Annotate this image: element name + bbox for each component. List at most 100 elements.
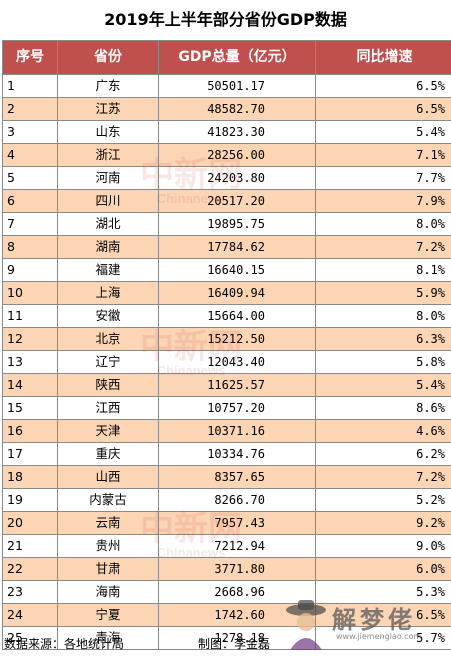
table-row: 6 四川 20517.20 7.9% (2, 189, 451, 213)
site-logo: 解梦佬 www.jiemenglao.com (282, 596, 450, 652)
table-row: 12 北京 15212.50 6.3% (2, 327, 451, 351)
cell-rank: 8 (2, 235, 58, 259)
table-body: 1 广东 50501.17 6.5% 2 江苏 48582.70 6.5% 3 山东 41823.3… (2, 74, 451, 650)
cell-province: 湖南 (57, 235, 159, 259)
cell-province: 浙江 (57, 143, 159, 167)
cell-province: 重庆 (57, 442, 159, 466)
cell-growth: 6.5% (315, 97, 451, 121)
cell-growth: 5.7% (315, 626, 451, 650)
table-row: 22 甘肃 3771.80 6.0% (2, 557, 451, 581)
table-row: 15 江西 10757.20 8.6% (2, 396, 451, 420)
cell-province: 四川 (57, 189, 159, 213)
cell-rank: 24 (2, 603, 58, 627)
header-rank: 序号 (2, 40, 58, 75)
cell-province: 江苏 (57, 97, 159, 121)
cell-rank: 11 (2, 304, 58, 328)
cell-province: 青海 (57, 626, 159, 650)
cell-gdp: 3771.80 (158, 557, 316, 581)
site-logo-url: www.jiemenglao.com (336, 632, 422, 641)
cell-gdp: 15212.50 (158, 327, 316, 351)
cell-growth: 7.1% (315, 143, 451, 167)
cell-rank: 18 (2, 465, 58, 489)
header-province: 省份 (57, 40, 159, 75)
cell-gdp: 7957.43 (158, 511, 316, 535)
cell-growth: 6.3% (315, 327, 451, 351)
cell-province: 陕西 (57, 373, 159, 397)
cell-gdp: 1742.60 (158, 603, 316, 627)
cell-growth: 7.2% (315, 235, 451, 259)
header-growth: 同比增速 (315, 40, 451, 75)
table-row: 3 山东 41823.30 5.4% (2, 120, 451, 144)
cell-province: 江西 (57, 396, 159, 420)
table-row: 23 海南 2668.96 5.3% (2, 580, 451, 604)
cell-province: 广东 (57, 74, 159, 98)
cell-rank: 21 (2, 534, 58, 558)
cell-rank: 4 (2, 143, 58, 167)
chart-author: 制图：李金磊 (198, 637, 271, 651)
cell-growth: 8.0% (315, 212, 451, 236)
cell-growth: 6.0% (315, 557, 451, 581)
cell-growth: 6.5% (315, 74, 451, 98)
cell-province: 海南 (57, 580, 159, 604)
cell-province: 宁夏 (57, 603, 159, 627)
gdp-table: 序号 省份 GDP总量（亿元） 同比增速 1 广东 50501.17 6.5% 2 江苏 4… (2, 40, 451, 650)
cell-province: 福建 (57, 258, 159, 282)
cell-gdp: 12043.40 (158, 350, 316, 374)
cell-rank: 1 (2, 74, 58, 98)
cell-gdp: 41823.30 (158, 120, 316, 144)
cell-rank: 23 (2, 580, 58, 604)
cell-gdp: 48582.70 (158, 97, 316, 121)
cell-rank: 20 (2, 511, 58, 535)
cell-rank: 17 (2, 442, 58, 466)
cell-province: 上海 (57, 281, 159, 305)
cell-growth: 5.9% (315, 281, 451, 305)
table-row: 7 湖北 19895.75 8.0% (2, 212, 451, 236)
cell-gdp: 20517.20 (158, 189, 316, 213)
cell-gdp: 19895.75 (158, 212, 316, 236)
cell-rank: 13 (2, 350, 58, 374)
site-logo-text: 解梦佬 (332, 606, 416, 634)
cell-gdp: 10334.76 (158, 442, 316, 466)
table-row: 10 上海 16409.94 5.9% (2, 281, 451, 305)
fortune-teller-icon (286, 600, 326, 650)
cell-growth: 5.3% (315, 580, 451, 604)
cell-province: 山西 (57, 465, 159, 489)
table-row: 19 内蒙古 8266.70 5.2% (2, 488, 451, 512)
cell-rank: 22 (2, 557, 58, 581)
cell-gdp: 8357.65 (158, 465, 316, 489)
cell-growth: 7.9% (315, 189, 451, 213)
cell-rank: 3 (2, 120, 58, 144)
cell-rank: 25 (2, 626, 58, 650)
cell-gdp: 10757.20 (158, 396, 316, 420)
table-row: 4 浙江 28256.00 7.1% (2, 143, 451, 167)
cell-growth: 5.8% (315, 350, 451, 374)
cell-gdp: 24203.80 (158, 166, 316, 190)
cell-growth: 9.2% (315, 511, 451, 535)
table-row: 25 青海 1278.18 5.7% (2, 626, 451, 650)
table-row: 5 河南 24203.80 7.7% (2, 166, 451, 190)
table-row: 11 安徽 15664.00 8.0% (2, 304, 451, 328)
cell-growth: 8.0% (315, 304, 451, 328)
cell-province: 山东 (57, 120, 159, 144)
cell-province: 辽宁 (57, 350, 159, 374)
table-row: 18 山西 8357.65 7.2% (2, 465, 451, 489)
cell-growth: 5.4% (315, 120, 451, 144)
cell-rank: 12 (2, 327, 58, 351)
cell-growth: 8.6% (315, 396, 451, 420)
cell-province: 河南 (57, 166, 159, 190)
cell-growth: 5.4% (315, 373, 451, 397)
cell-province: 内蒙古 (57, 488, 159, 512)
cell-province: 天津 (57, 419, 159, 443)
cell-rank: 5 (2, 166, 58, 190)
cell-province: 云南 (57, 511, 159, 535)
cell-growth: 4.6% (315, 419, 451, 443)
cell-gdp: 7212.94 (158, 534, 316, 558)
page-title: 2019年上半年部分省份GDP数据 (104, 10, 347, 29)
cell-province: 湖北 (57, 212, 159, 236)
cell-gdp: 2668.96 (158, 580, 316, 604)
cell-growth: 9.0% (315, 534, 451, 558)
cell-rank: 19 (2, 488, 58, 512)
cell-gdp: 10371.16 (158, 419, 316, 443)
cell-province: 安徽 (57, 304, 159, 328)
cell-province: 甘肃 (57, 557, 159, 581)
